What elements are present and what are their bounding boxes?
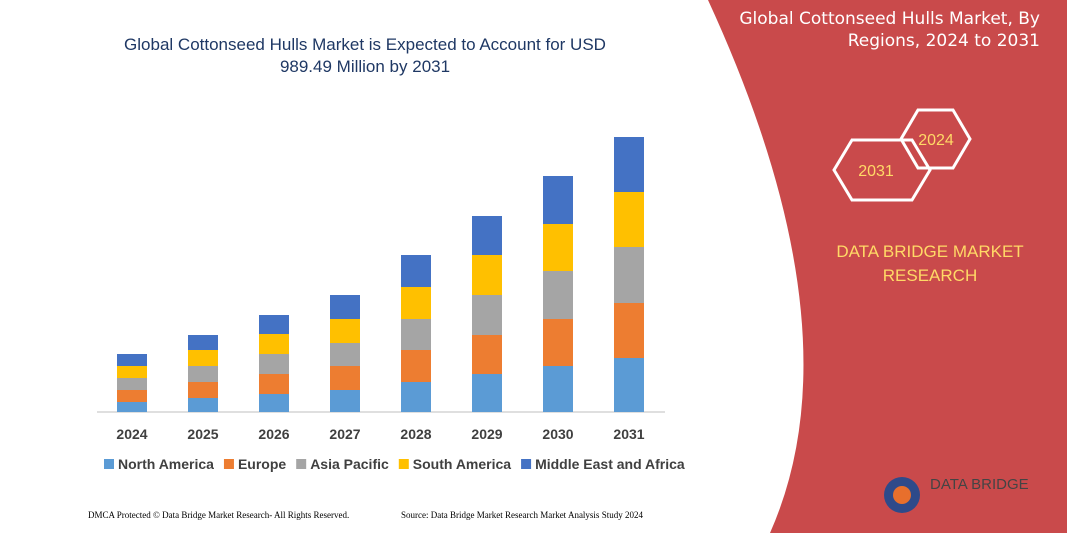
legend-label: Asia Pacific (310, 456, 389, 472)
bar-segment (117, 354, 147, 366)
legend-label: South America (413, 456, 511, 472)
bar-segment (259, 374, 289, 394)
chart-title: Global Cottonseed Hulls Market is Expect… (124, 35, 606, 76)
bar-segment (401, 287, 431, 319)
x-tick-label: 2026 (258, 426, 289, 442)
bar-segment (259, 394, 289, 412)
bar-segment (543, 319, 573, 366)
bar-segment (259, 354, 289, 374)
bar-segment (117, 366, 147, 378)
hexagon (899, 108, 972, 170)
bar-segment (614, 247, 644, 303)
legend-swatch (521, 459, 532, 469)
bar-segment (614, 192, 644, 247)
bar-segment (472, 335, 502, 374)
badge-text: 2031 (858, 163, 894, 180)
bar-segment (401, 255, 431, 287)
bar-segment (543, 366, 573, 412)
legend-swatch (398, 459, 409, 469)
legend-label: Middle East and Africa (535, 456, 685, 472)
bar-segment (614, 358, 644, 412)
bar-segment (188, 366, 218, 382)
brand-text: DATA BRIDGE MARKET RESEARCH (836, 242, 1024, 285)
legend-swatch (296, 459, 307, 469)
badge-text: 2024 (918, 132, 954, 149)
bar-segment (472, 216, 502, 255)
bar-segment (330, 295, 360, 319)
footer-right: Source: Data Bridge Market Research Mark… (401, 510, 643, 520)
bar-segment (614, 303, 644, 358)
bar-segment (543, 224, 573, 271)
bar-segment (330, 366, 360, 390)
x-tick-label: 2028 (400, 426, 431, 442)
bar-segment (614, 137, 644, 192)
bar-segment (472, 295, 502, 335)
logo-mark (893, 486, 911, 504)
bar-segment (330, 343, 360, 366)
panel-title-box: Global Cottonseed Hulls Market, By Regio… (739, 9, 1040, 51)
legend-label: Europe (238, 456, 286, 472)
hexagon (832, 138, 932, 202)
x-tick-label: 2031 (613, 426, 644, 442)
panel-title: Global Cottonseed Hulls Market, By Regio… (739, 9, 1040, 51)
bar-segment (330, 390, 360, 412)
bar-segment (401, 350, 431, 382)
bar-segment (117, 390, 147, 402)
x-tick-label: 2027 (329, 426, 360, 442)
bar-segment (472, 255, 502, 295)
bar-segment (472, 374, 502, 412)
bar-segment (543, 176, 573, 224)
legend-label: North America (118, 456, 214, 472)
x-tick-label: 2029 (471, 426, 502, 442)
bar-segment (188, 398, 218, 412)
bar-segment (259, 334, 289, 354)
legend-swatch (223, 459, 234, 469)
bar-segment (259, 315, 289, 334)
bar-segment (188, 382, 218, 398)
bar-segment (330, 319, 360, 343)
x-tick-label: 2025 (187, 426, 218, 442)
bar-segment (188, 350, 218, 366)
bar-segment (117, 378, 147, 390)
x-tick-label: 2024 (116, 426, 147, 442)
chart-title-box: Global Cottonseed Hulls Market is Expect… (124, 35, 606, 76)
bar-segment (401, 382, 431, 412)
logo-text: DATA BRIDGE (930, 476, 1029, 493)
bar-segment (401, 319, 431, 350)
bar-segment (188, 335, 218, 350)
footer-left: DMCA Protected © Data Bridge Market Rese… (88, 510, 349, 520)
bar-segment (117, 402, 147, 412)
side-panel (708, 0, 1067, 533)
legend-swatch (104, 459, 114, 469)
bar-segment (543, 271, 573, 319)
x-tick-label: 2030 (542, 426, 573, 442)
brand-box: DATA BRIDGE MARKET RESEARCH (836, 242, 1024, 285)
